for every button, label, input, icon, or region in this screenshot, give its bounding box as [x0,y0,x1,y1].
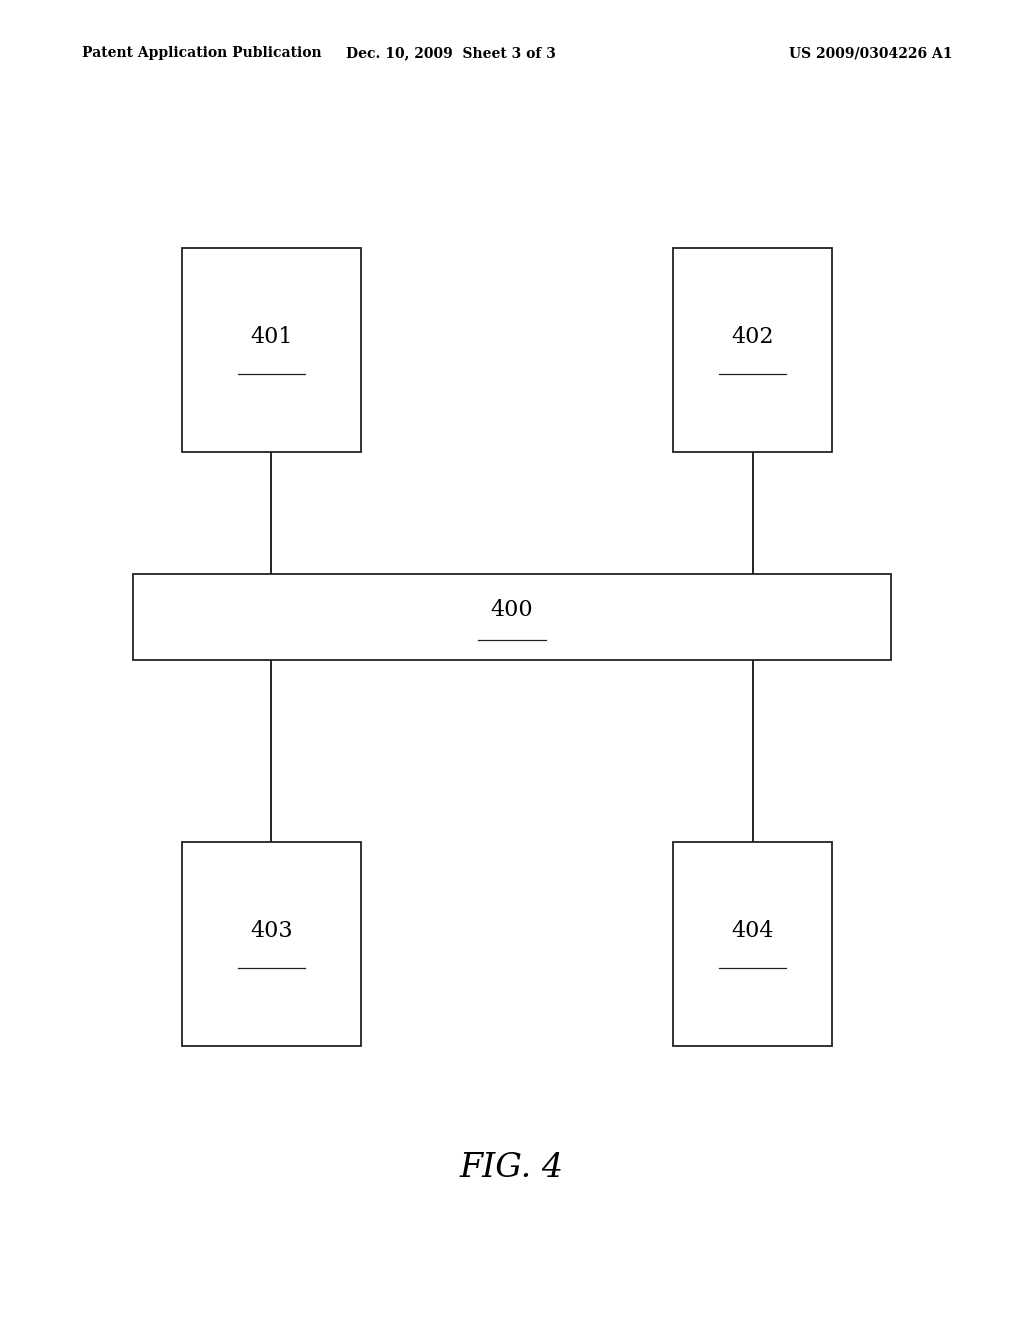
Bar [674,248,831,451]
Bar [182,248,361,451]
Text: 400: 400 [490,599,534,622]
Text: 403: 403 [250,920,293,941]
Bar [674,842,831,1045]
Text: US 2009/0304226 A1: US 2009/0304226 A1 [788,46,952,61]
Bar [133,574,891,660]
Text: 401: 401 [250,326,293,347]
Text: 402: 402 [731,326,774,347]
Text: FIG. 4: FIG. 4 [460,1152,564,1184]
Text: Patent Application Publication: Patent Application Publication [82,46,322,61]
Text: Dec. 10, 2009  Sheet 3 of 3: Dec. 10, 2009 Sheet 3 of 3 [346,46,555,61]
Text: 404: 404 [731,920,774,941]
Bar [182,842,361,1045]
